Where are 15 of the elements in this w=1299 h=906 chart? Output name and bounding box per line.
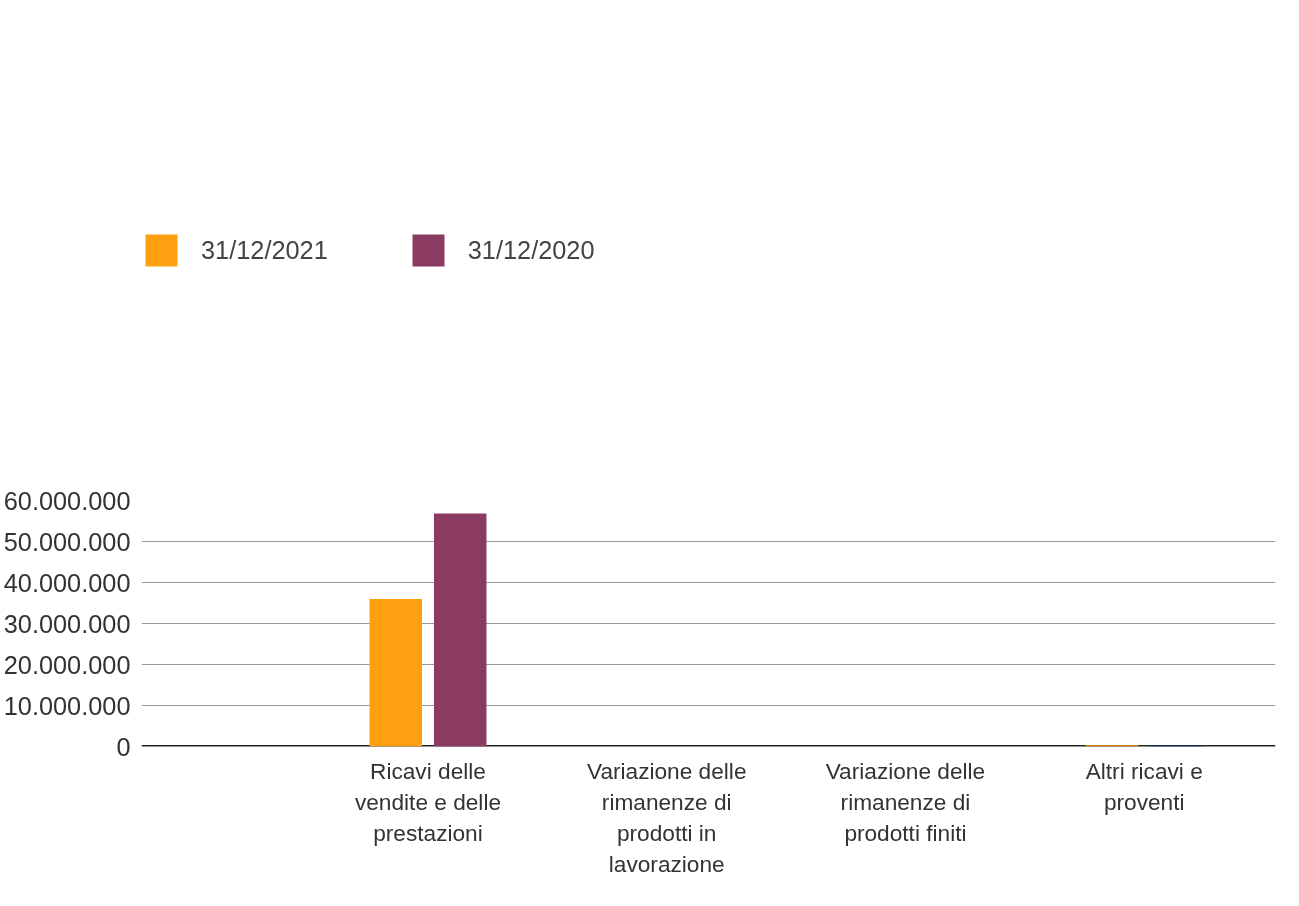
- bar: [369, 598, 423, 747]
- legend-label: 31/12/2020: [467, 235, 595, 265]
- legend-label: 31/12/2021: [201, 235, 328, 265]
- y-tick-label: 30.000.000: [3, 609, 131, 638]
- x-tick-label: Variazione delle rimanenze di prodotti finiti: [825, 757, 986, 846]
- y-tick-label: 40.000.000: [3, 568, 131, 597]
- x-tick-label: Altri ricavi e proventi: [1085, 757, 1203, 815]
- x-tick-label: Ricavi delle vendite e delle prestazioni: [354, 757, 502, 846]
- bar: [433, 513, 487, 747]
- x-tick-label: Variazione delle rimanenze di prodotti in lavorazione: [586, 757, 747, 878]
- y-tick-label: 20.000.000: [3, 650, 131, 679]
- y-tick-label: 60.000.000: [3, 486, 131, 515]
- y-tick-label: 10.000.000: [3, 691, 131, 720]
- y-tick-label: 0: [116, 732, 131, 761]
- y-tick-label: 50.000.000: [3, 527, 131, 556]
